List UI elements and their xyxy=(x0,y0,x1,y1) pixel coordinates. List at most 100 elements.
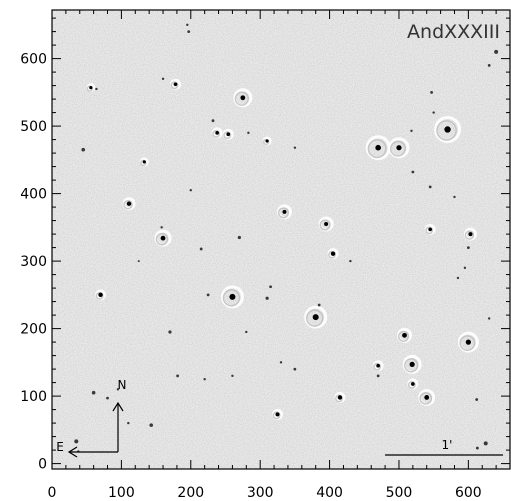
star-sources xyxy=(74,23,499,453)
star-halo xyxy=(95,291,104,300)
star-source xyxy=(265,139,269,143)
y-tick-label: 100 xyxy=(20,389,47,405)
y-axis: 0 100 200 300 400 500 600 xyxy=(20,17,510,473)
north-arrowhead xyxy=(112,401,124,412)
star-halo xyxy=(263,138,270,146)
plot-frame xyxy=(51,9,511,470)
star-source xyxy=(229,293,236,300)
star-source xyxy=(116,388,120,391)
x-tick-label: 600 xyxy=(455,485,482,501)
star-source xyxy=(428,185,432,189)
star-source xyxy=(211,119,215,123)
star-source xyxy=(475,398,479,401)
y-tick-label: 0 xyxy=(38,457,47,473)
star-source xyxy=(269,285,272,289)
star-source xyxy=(432,111,435,114)
star-source xyxy=(215,131,219,135)
star-source xyxy=(187,30,191,33)
star-halo xyxy=(86,85,93,92)
star-source xyxy=(149,423,154,427)
sky-noise xyxy=(52,10,510,469)
y-tick-label: 600 xyxy=(20,52,47,68)
star-source xyxy=(396,145,402,151)
star-source xyxy=(409,361,415,367)
star-source xyxy=(468,232,473,237)
star-halo xyxy=(390,140,406,157)
star-halo-ring xyxy=(434,115,462,143)
star-source xyxy=(375,144,381,151)
star-source xyxy=(226,132,231,136)
star-source xyxy=(247,131,250,135)
star-source xyxy=(402,332,407,338)
x-axis: 0 100 200 300 400 500 600 xyxy=(48,10,511,501)
star-halo xyxy=(305,309,324,327)
star-source xyxy=(453,195,456,199)
star-source xyxy=(411,170,415,174)
star-halo xyxy=(170,81,179,90)
star-source xyxy=(487,317,491,320)
star-source xyxy=(444,126,451,133)
x-tick-label: 100 xyxy=(108,485,135,501)
star-halo xyxy=(464,230,475,240)
star-halo-ring xyxy=(457,331,479,353)
y-tick-label: 500 xyxy=(20,119,47,135)
star-source xyxy=(466,246,470,250)
star-source xyxy=(376,363,380,368)
scale-bar-label: 1' xyxy=(442,438,453,452)
star-source xyxy=(168,330,172,334)
star-source xyxy=(98,292,103,298)
star-source xyxy=(126,201,132,206)
star-source xyxy=(203,378,206,381)
star-halo-ring xyxy=(388,137,410,159)
star-source xyxy=(483,441,488,446)
star-source xyxy=(160,235,166,241)
east-label: E xyxy=(56,440,64,454)
field-title: AndXXXIII xyxy=(407,21,500,43)
star-source xyxy=(410,129,413,133)
star-halo xyxy=(123,200,133,210)
star-halo xyxy=(319,219,331,231)
star-halo xyxy=(222,289,241,307)
star-source xyxy=(127,421,130,425)
star-source xyxy=(428,227,432,232)
star-halo xyxy=(328,250,336,259)
star-source xyxy=(189,189,192,192)
star-halo xyxy=(277,207,289,219)
star-halo xyxy=(459,335,476,351)
star-source xyxy=(237,235,241,240)
star-source xyxy=(456,276,460,280)
star-halo-ring xyxy=(304,305,328,329)
star-source xyxy=(337,395,343,400)
star-halo xyxy=(407,381,416,389)
star-halo xyxy=(335,394,343,403)
star-source xyxy=(95,87,98,91)
star-source xyxy=(293,146,297,149)
star-halo xyxy=(404,358,419,373)
star-source xyxy=(206,293,210,297)
star-source xyxy=(330,251,336,256)
star-halo xyxy=(140,159,147,166)
x-tick-label: 300 xyxy=(247,485,274,501)
star-source xyxy=(91,390,96,395)
star-source xyxy=(317,303,321,307)
star-source xyxy=(231,374,234,378)
x-tick-label: 400 xyxy=(316,485,343,501)
y-tick-label: 300 xyxy=(20,254,47,270)
star-source xyxy=(349,259,352,263)
star-source xyxy=(160,226,163,229)
y-tick-label: 400 xyxy=(20,187,47,203)
star-source xyxy=(376,374,380,378)
star-halo xyxy=(212,129,221,138)
star-halo xyxy=(367,139,387,159)
star-source xyxy=(186,23,189,27)
star-source xyxy=(430,90,433,94)
star-source xyxy=(173,82,178,87)
star-halo xyxy=(234,91,249,106)
star-source xyxy=(199,247,203,251)
star-source xyxy=(494,49,499,54)
star-source xyxy=(293,367,297,371)
sky-image xyxy=(52,10,510,469)
star-halo xyxy=(419,392,433,405)
star-source xyxy=(142,160,146,164)
